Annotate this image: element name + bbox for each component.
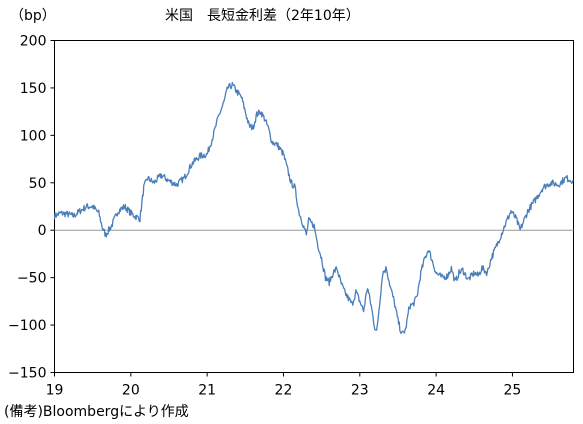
y-tick-label: 200 — [20, 34, 47, 50]
chart-title: 米国 長短金利差（2年10年） — [165, 8, 360, 24]
series-group — [53, 81, 574, 335]
y-tick-label: 150 — [20, 81, 47, 97]
x-tick-label: 23 — [351, 383, 369, 399]
plot-area — [54, 40, 574, 373]
x-axis: 19 20 21 22 23 24 25 — [46, 372, 522, 399]
y-tick-label: −100 — [8, 318, 46, 334]
y-axis: 200 150 100 50 0 −50 −100 −150 — [8, 34, 55, 382]
source-note: (備考)Bloombergにより作成 — [4, 404, 189, 420]
series-line — [53, 81, 574, 335]
y-tick-label: 100 — [20, 128, 47, 144]
x-tick-label: 20 — [122, 383, 140, 399]
x-tick-label: 25 — [504, 383, 522, 399]
x-tick-label: 24 — [427, 383, 445, 399]
y-tick-label: 0 — [38, 223, 47, 239]
x-tick-label: 22 — [275, 383, 293, 399]
y-tick-label: −150 — [8, 366, 46, 382]
x-tick-label: 19 — [46, 383, 64, 399]
y-unit-label: （bp） — [10, 8, 56, 24]
y-tick-label: 50 — [29, 176, 47, 192]
x-tick-label: 21 — [198, 383, 216, 399]
y-tick-label: −50 — [17, 271, 47, 287]
